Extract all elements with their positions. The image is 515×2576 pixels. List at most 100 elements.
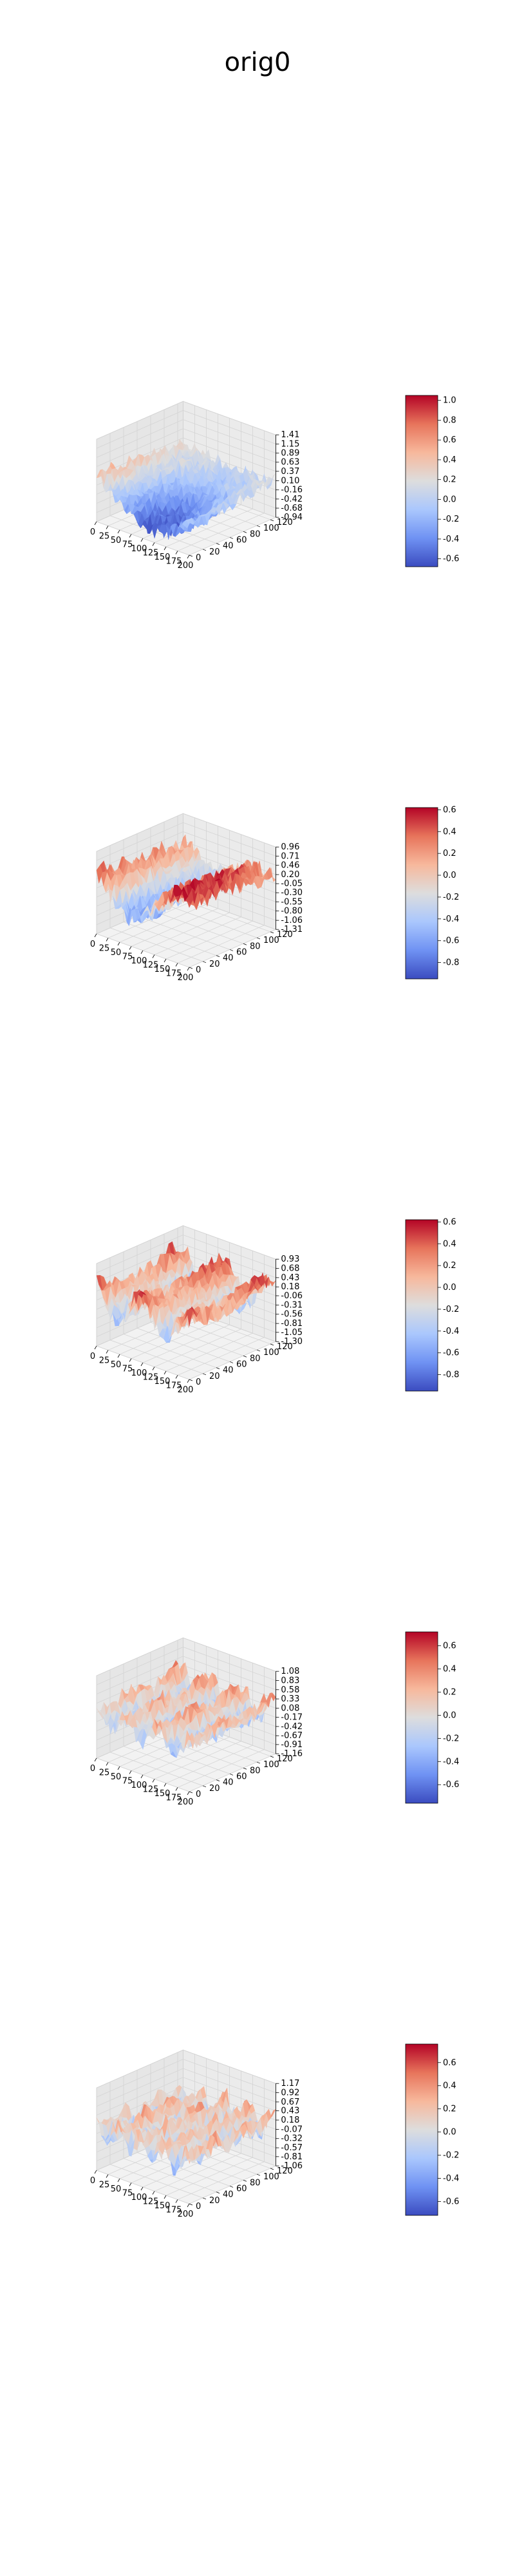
z-tick-label: -0.42 [281,495,303,504]
colorbar-tick-label: -0.2 [443,893,459,902]
colorbar-tick-label: 0.2 [443,1261,456,1271]
x-tick-label: 75 [122,1365,133,1374]
colorbar-tick-label: -0.6 [443,554,459,564]
x-tick-label: 50 [111,536,122,545]
colorbar [405,1631,438,1804]
x-tick-label: 175 [166,557,182,567]
z-gridline [96,419,276,458]
x-tick [117,942,120,946]
y-tick-label: 60 [236,535,247,545]
x-tick [164,1783,167,1787]
y-tick [270,1343,274,1346]
x-tick-label: 75 [122,952,133,962]
z-tick-label: 1.41 [281,430,299,440]
z-tick-label: -0.17 [281,1713,303,1723]
x-tick [140,950,144,954]
x-tick-label: 125 [143,1785,159,1795]
colorbar-tick-label: -0.8 [443,958,459,968]
y-tick [243,1355,247,1358]
y-tick [216,543,220,545]
x-tick-label: 0 [90,940,95,949]
x-tick [175,963,178,967]
colorbar-tick-label: -0.4 [443,1327,459,1336]
z-tick-label: 0.37 [281,467,299,477]
y-tick-label: 20 [209,1372,220,1381]
y-tick [229,1774,234,1776]
x-tick [94,1345,97,1350]
colorbar-tick-label: 0.4 [443,827,456,837]
y-tick-label: 40 [223,1366,234,1376]
colorbar-tick-label: -0.2 [443,1305,459,1314]
x-tick [94,933,97,938]
x-tick [187,1791,190,1795]
x-tick [106,1350,109,1354]
colorbar-tick-label: 0.4 [443,1665,456,1674]
x-tick [117,529,120,534]
x-tick [164,546,167,551]
chart-panel-1: 0 25 50 751001251501752000204060801001201.4… [90,395,459,571]
z-tick-label: -0.30 [281,888,303,898]
z-tick-label: -0.42 [281,1722,303,1732]
x-tick [152,954,155,958]
y-tick [202,1373,207,1376]
x-tick [106,938,109,942]
y-tick [189,1791,193,1794]
colorbar-tick-label: 0.6 [443,1217,456,1227]
y-tick [256,937,261,940]
z-tick-label: -1.05 [281,1328,303,1338]
z-tick-label: 0.93 [281,1255,299,1264]
x-tick [94,521,97,526]
colorbar-tick-label: 0.6 [443,805,456,815]
colorbar-tick-label: -0.8 [443,1370,459,1380]
x-tick-label: 25 [99,532,110,542]
y-tick-label: 80 [250,942,261,951]
z-tick-label: 1.08 [281,1667,299,1676]
y-tick [202,961,207,963]
x-tick-label: 175 [166,1794,182,1803]
z-tick-label: 0.63 [281,458,299,468]
x-tick-label: 50 [111,1360,122,1370]
x-tick-label: 100 [131,956,147,966]
subplots: 0 25 50 751001251501752000204060801001201.4… [90,395,459,2219]
z-tick-label: -0.06 [281,1291,303,1301]
y-tick [270,1756,274,1758]
surface [96,2085,276,2176]
z-tick-label: 0.08 [281,1703,299,1713]
x-tick-label: 75 [122,1777,133,1786]
z-gridline [96,1656,276,1694]
x-tick-label: 25 [99,1768,110,1778]
colorbar-tick-label: 0.0 [443,1710,456,1720]
y-tick [202,1785,207,1788]
z-tick-label: -0.94 [281,513,303,522]
colorbar-tick-label: 0.6 [443,435,456,445]
z-tick-label: -1.30 [281,1337,303,1347]
y-tick [256,1349,261,1352]
z-tick-label: 0.89 [281,449,299,459]
y-tick [243,1767,247,1770]
x-tick [187,554,190,559]
colorbar-tick-label: -0.6 [443,1349,459,1358]
x-tick [175,1375,178,1379]
y-tick [256,1761,261,1764]
z-tick-label: -1.06 [281,916,303,925]
surface [96,835,276,927]
x-tick [164,958,167,963]
z-tick-label: 0.58 [281,1685,299,1695]
colorbar-tick-label: -0.4 [443,914,459,924]
y-tick [229,537,234,539]
x-tick [140,538,144,542]
x-tick [152,1779,155,1783]
y-tick [216,955,220,957]
x-tick [129,946,132,950]
colorbar-tick-label: 0.0 [443,495,456,504]
y-tick-label: 20 [209,960,220,969]
y-tick-label: 60 [236,1359,247,1369]
x-tick-label: 125 [143,961,159,971]
x-tick-label: 100 [131,1368,147,1378]
x-tick-label: 150 [154,553,171,562]
y-tick [189,1379,193,1381]
x-tick [94,1757,97,1762]
z-tick-label: -0.05 [281,879,303,889]
x-tick [152,542,155,546]
